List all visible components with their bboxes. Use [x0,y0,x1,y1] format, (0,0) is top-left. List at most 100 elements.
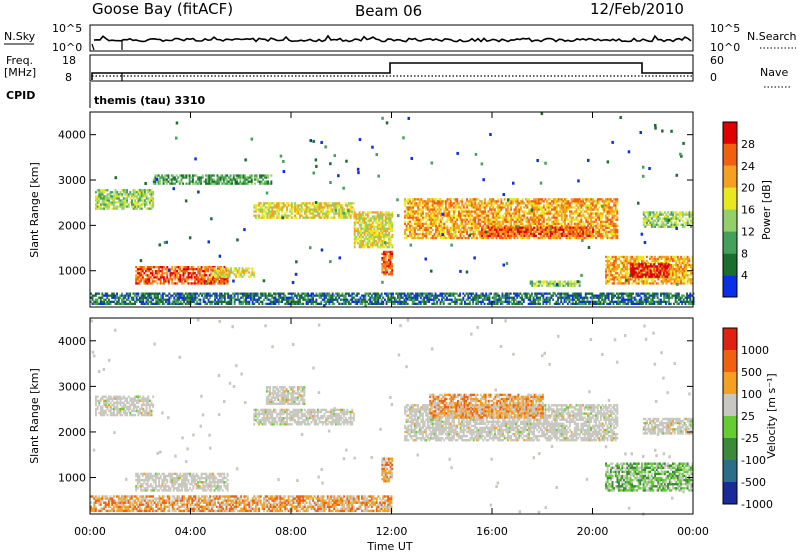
echo-cell [140,266,142,269]
echo-cell [146,270,149,273]
echo-cell [590,222,593,225]
echo-cell [555,202,558,205]
echo-cell [167,278,170,281]
echo-cell [637,261,640,265]
echo-cell [593,228,596,232]
echo-cell [588,222,591,225]
echo-cell [358,225,361,228]
echo-cell [538,218,540,221]
echo-cell [431,202,434,205]
echo-cell [570,212,573,215]
echo-cell [164,278,167,281]
echo-cell [453,230,455,234]
echo-cell [560,200,563,203]
echo-cell [471,220,473,223]
echo-cell [611,270,614,273]
echo-cell [526,206,529,209]
echo-cell [192,282,195,285]
echo-cell [641,282,643,285]
echo-cell [185,174,188,177]
echo-cell [565,218,568,221]
echo-cell [383,235,386,239]
echo-cell [659,213,661,216]
echo-cell [632,261,635,265]
echo-cell [388,254,390,258]
echo-cell [498,224,501,227]
echo-cell [502,226,504,229]
echo-cell [263,174,266,177]
echo-cell [119,191,122,194]
echo-cell [180,178,183,181]
echo-cell [96,189,99,192]
echo-cell [647,261,650,265]
echo-cell [353,225,356,228]
echo-cell [211,180,214,183]
echo-cell [383,219,386,222]
echo-cell [645,255,648,259]
echo-cell [672,282,674,285]
echo-cell [167,176,170,179]
echo-cell [228,271,231,274]
echo-cell [164,268,167,271]
echo-cell [440,222,442,225]
echo-cell [595,228,597,232]
echo-cell [644,270,647,273]
echo-cell [299,204,301,207]
echo-cell [678,213,681,216]
echo-cell [433,210,436,213]
echo-cell [195,174,198,177]
echo-cell [515,218,517,221]
echo-cell [608,226,611,229]
echo-cell [310,204,313,207]
echo-cell [179,280,182,283]
echo-cell [614,224,617,227]
echo-cell [663,272,666,275]
echo-cell [297,210,300,213]
echo-cell [539,216,542,219]
echo-cell [318,202,321,205]
echo-cell [643,269,646,272]
echo-cell [266,206,269,209]
echo-cell [667,263,670,266]
echo-cell [426,226,429,229]
echo-cell [449,228,452,232]
echo-cell [458,236,460,240]
echo-cell [381,263,384,266]
echo-cell [418,200,421,203]
echo-cell [668,213,671,216]
echo-cell [312,208,314,211]
echo-cell [287,216,290,219]
echo-cell [341,206,344,209]
echo-cell [596,198,599,201]
echo-cell [169,274,172,277]
echo-cell [297,208,300,211]
echo-cell [492,224,495,227]
echo-cell [300,206,303,209]
echo-cell [436,230,439,234]
echo-cell [154,266,157,269]
echo-cell [415,210,418,213]
echo-cell [472,202,475,205]
echo-cell [534,204,537,207]
echo-cell [549,210,552,213]
echo-cell [388,250,390,254]
echo-cell [386,229,389,232]
echo-cell [529,212,532,215]
echo-cell [192,176,194,179]
echo-cell [533,220,535,223]
echo-cell [108,298,110,301]
echo-cell [440,208,442,211]
echo-cell [644,219,647,222]
echo-cell [618,263,620,267]
echo-cell [685,268,687,271]
echo-cell [155,300,158,303]
echo-cell [192,180,194,183]
echo-cell [655,257,658,261]
echo-cell [573,200,576,203]
echo-cell [467,216,470,219]
echo-cell [456,226,459,229]
echo-cell [570,206,573,209]
echo-cell [604,226,607,229]
echo-cell [641,257,643,261]
echo-cell [126,205,128,208]
